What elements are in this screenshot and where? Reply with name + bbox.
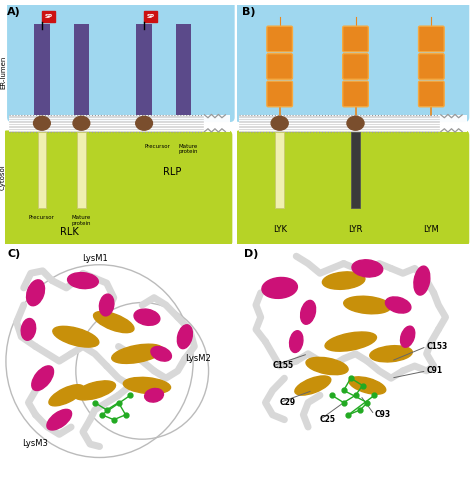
Ellipse shape — [123, 377, 171, 394]
Bar — [351, 132, 360, 208]
Bar — [38, 132, 46, 208]
Ellipse shape — [136, 116, 153, 130]
Bar — [144, 11, 157, 21]
Text: LYR: LYR — [348, 225, 363, 234]
Text: LYM: LYM — [423, 225, 439, 234]
FancyBboxPatch shape — [419, 26, 444, 52]
Text: C155: C155 — [273, 362, 294, 370]
Ellipse shape — [68, 273, 98, 288]
Ellipse shape — [34, 116, 50, 130]
Ellipse shape — [32, 366, 54, 390]
Ellipse shape — [271, 116, 288, 130]
Text: D): D) — [244, 249, 258, 259]
Bar — [9, 115, 230, 132]
Ellipse shape — [301, 301, 316, 324]
FancyBboxPatch shape — [235, 0, 469, 122]
FancyBboxPatch shape — [267, 54, 292, 79]
Ellipse shape — [151, 346, 172, 361]
Ellipse shape — [177, 325, 192, 348]
Text: A): A) — [7, 7, 21, 17]
Text: LysM3: LysM3 — [23, 439, 48, 448]
FancyBboxPatch shape — [419, 81, 444, 107]
Text: Precursor: Precursor — [144, 143, 170, 148]
Ellipse shape — [27, 280, 45, 306]
Text: C): C) — [7, 249, 20, 259]
Bar — [74, 24, 89, 115]
Text: SP: SP — [146, 14, 155, 19]
Bar — [77, 132, 86, 208]
Ellipse shape — [112, 344, 163, 364]
Ellipse shape — [344, 296, 391, 314]
Bar — [176, 24, 191, 115]
FancyBboxPatch shape — [235, 130, 469, 246]
Bar — [137, 24, 152, 115]
Bar — [34, 24, 50, 115]
Ellipse shape — [74, 381, 116, 400]
FancyBboxPatch shape — [343, 54, 368, 79]
Text: ER-lumen: ER-lumen — [0, 55, 6, 88]
FancyBboxPatch shape — [343, 81, 368, 107]
Ellipse shape — [349, 377, 386, 394]
FancyBboxPatch shape — [267, 26, 292, 52]
Text: C29: C29 — [280, 398, 296, 407]
Ellipse shape — [49, 385, 84, 406]
Bar — [42, 11, 55, 21]
FancyBboxPatch shape — [7, 0, 235, 122]
Text: RLK: RLK — [60, 227, 79, 237]
Text: C93: C93 — [374, 410, 391, 419]
Ellipse shape — [145, 388, 164, 402]
Ellipse shape — [370, 346, 412, 362]
Ellipse shape — [290, 331, 303, 352]
Ellipse shape — [134, 309, 160, 325]
Text: C25: C25 — [320, 415, 336, 424]
Ellipse shape — [325, 332, 376, 351]
Text: C91: C91 — [427, 366, 443, 375]
Ellipse shape — [347, 116, 364, 130]
Ellipse shape — [93, 311, 134, 333]
Text: LysM1: LysM1 — [82, 254, 108, 263]
Text: LYK: LYK — [273, 225, 287, 234]
Ellipse shape — [47, 409, 72, 430]
Ellipse shape — [352, 260, 383, 277]
Text: LysM2: LysM2 — [185, 354, 210, 363]
Text: Mature
protein: Mature protein — [72, 215, 91, 226]
Text: Mature
protein: Mature protein — [179, 143, 199, 154]
Text: RLP: RLP — [163, 167, 181, 178]
Ellipse shape — [306, 357, 348, 375]
Ellipse shape — [73, 116, 90, 130]
Ellipse shape — [385, 297, 411, 313]
FancyBboxPatch shape — [343, 26, 368, 52]
Ellipse shape — [322, 272, 365, 289]
Text: Cytosol: Cytosol — [0, 164, 6, 190]
FancyBboxPatch shape — [267, 81, 292, 107]
Bar — [275, 132, 284, 208]
FancyBboxPatch shape — [2, 130, 232, 246]
Ellipse shape — [295, 376, 331, 395]
Ellipse shape — [53, 326, 99, 347]
Ellipse shape — [262, 278, 297, 298]
Ellipse shape — [100, 294, 114, 316]
FancyBboxPatch shape — [419, 54, 444, 79]
Text: Precursor: Precursor — [29, 215, 55, 220]
Ellipse shape — [21, 319, 36, 340]
Text: SP: SP — [44, 14, 52, 19]
Text: B): B) — [242, 7, 255, 17]
Text: C153: C153 — [427, 342, 448, 351]
Ellipse shape — [401, 326, 415, 347]
Bar — [239, 115, 467, 132]
Ellipse shape — [414, 266, 430, 295]
